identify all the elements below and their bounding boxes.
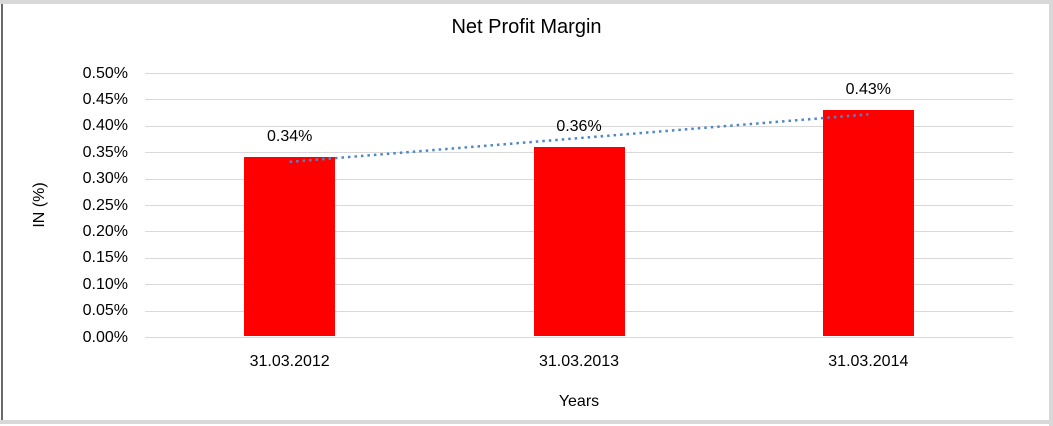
bar-data-label: 0.36%	[556, 117, 602, 135]
bar-data-label: 0.34%	[266, 128, 313, 146]
x-tick-label: 31.03.2014	[828, 353, 909, 370]
y-tick-label: 0.35%	[82, 143, 128, 161]
y-tick-label: 0.00%	[82, 328, 128, 346]
chart-title: Net Profit Margin	[451, 16, 602, 38]
x-axis-title: Years	[558, 393, 600, 410]
y-tick-label: 0.25%	[82, 196, 128, 214]
y-tick-label: 0.40%	[82, 117, 128, 135]
bar-data-label: 0.43%	[845, 80, 892, 98]
frame-border-right	[1049, 0, 1053, 426]
y-tick-label: 0.15%	[82, 249, 128, 267]
y-tick-label: 0.20%	[82, 222, 128, 240]
gridline	[145, 337, 1013, 338]
y-tick-label: 0.45%	[82, 90, 128, 108]
y-tick-label: 0.05%	[82, 302, 128, 320]
y-tick-label: 0.50%	[82, 64, 128, 82]
frame-border-left	[1, 4, 3, 420]
bar	[244, 157, 336, 336]
bar	[533, 146, 625, 336]
x-tick-label: 31.03.2012	[249, 353, 330, 370]
frame-border-top	[0, 0, 1053, 4]
frame-border-bottom	[0, 420, 1053, 424]
x-tick-label: 31.03.2013	[538, 353, 620, 370]
y-tick-label: 0.30%	[82, 170, 128, 188]
gridline	[145, 73, 1013, 74]
gridline	[145, 99, 1013, 101]
y-tick-label: 0.10%	[82, 275, 128, 293]
bar	[822, 109, 914, 336]
